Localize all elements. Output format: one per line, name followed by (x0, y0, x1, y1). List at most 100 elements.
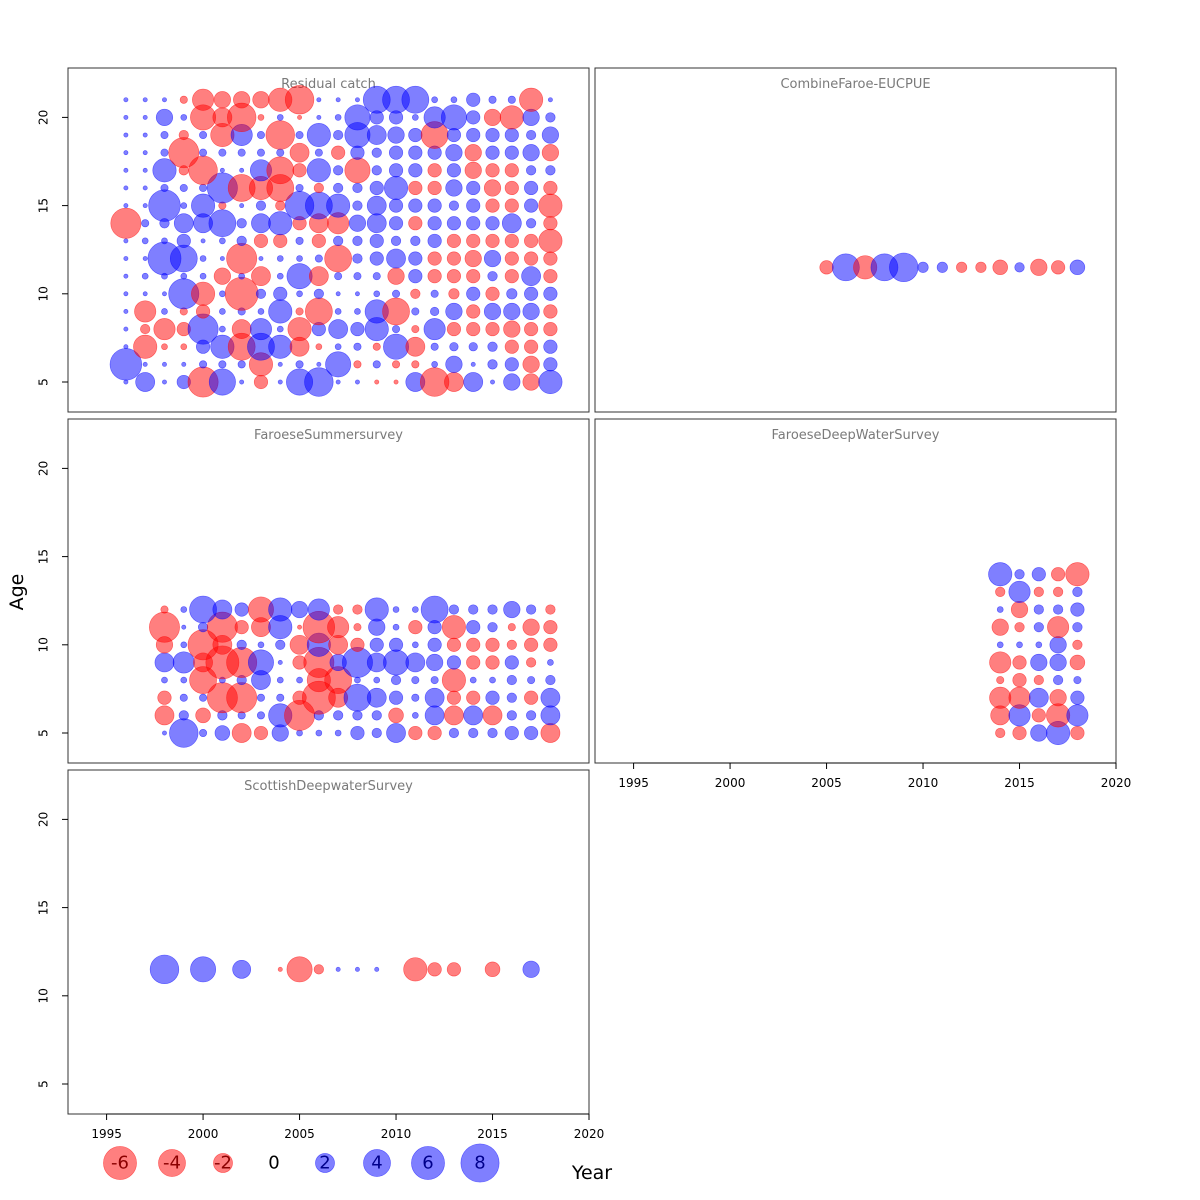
bubble-point (369, 251, 384, 266)
bubble-point (180, 114, 188, 121)
bubble-point (176, 233, 191, 248)
legend-bubble (213, 1153, 233, 1173)
bubble-point (466, 198, 481, 213)
bubble-point (989, 686, 1012, 709)
bubble-point (1051, 260, 1066, 275)
bubble-point (487, 359, 498, 370)
bubble-point (393, 379, 399, 385)
bubble-point (311, 233, 326, 248)
bubble-point (162, 97, 167, 103)
bubble-point (540, 687, 561, 708)
bubble-point (499, 105, 524, 130)
bubble-point (446, 251, 461, 266)
bubble-point (180, 641, 188, 649)
panel-title: CombineFaroe-EUCPUE (780, 77, 930, 92)
bubble-point (466, 620, 481, 635)
bubble-point (1053, 604, 1064, 615)
bubble-point (522, 355, 540, 373)
bubble-point (366, 213, 387, 234)
bubble-point (350, 725, 365, 741)
panel-4: ScottishDeepwaterSurvey 5 10 15 20 1995 2000 20… (37, 769, 604, 1141)
bubble-point (275, 639, 286, 650)
bubble-point (996, 641, 1004, 649)
bubble-point (441, 668, 466, 693)
bubble-point (543, 620, 558, 635)
bubble-point (988, 562, 1013, 587)
x-tick-label: 2000 (715, 776, 746, 790)
bubble-point (1053, 586, 1064, 597)
bubble-point (464, 161, 482, 179)
panel-title: ScottishDeepwaterSurvey (244, 779, 413, 794)
bubble-point (504, 655, 519, 670)
bubble-point (521, 266, 541, 287)
bubble-point (388, 690, 404, 705)
bubble-point (213, 267, 231, 285)
bubble-point (232, 959, 252, 979)
bubble-point (295, 307, 304, 316)
bubble-point (219, 256, 225, 261)
y-tick-label: 20 (37, 110, 51, 125)
bubble-point (266, 156, 295, 185)
y-tick-label: 10 (37, 988, 51, 1003)
bubble-point (503, 302, 521, 321)
bubble-point (424, 705, 445, 726)
bubble-point (208, 209, 237, 238)
bubble-point (354, 676, 361, 684)
bubble-point (276, 676, 284, 684)
bubble-point (490, 379, 495, 385)
legend-bubble (103, 1146, 137, 1180)
bubble-point (408, 620, 423, 635)
bubble-point (234, 620, 249, 635)
y-tick-label: 10 (37, 286, 51, 301)
bubble-point (501, 213, 522, 234)
bubble-point (448, 200, 460, 211)
bubble-point (333, 710, 344, 721)
x-axis: 1995 2000 2005 2010 2015 2020 (618, 762, 1132, 790)
bubble-point (123, 273, 129, 279)
bubble-point (524, 322, 539, 337)
bubble-point (277, 660, 283, 665)
bubble-point (487, 271, 498, 282)
bubble-point (314, 148, 323, 157)
bubble-point (485, 322, 500, 337)
bubble-point (1012, 725, 1027, 741)
bubble-point (178, 129, 189, 141)
bubble-point (297, 624, 302, 630)
bubble-point (179, 183, 188, 192)
bubble-point (191, 281, 216, 306)
bubble-point (316, 361, 322, 367)
bubble-point (153, 318, 176, 341)
bubble-point (543, 322, 558, 337)
bubble-point (541, 144, 559, 162)
bubble-point (257, 641, 265, 649)
bubble-point (160, 183, 169, 192)
bubble-point (1033, 586, 1044, 597)
x-tick-label: 2020 (1101, 776, 1132, 790)
bubble-point (1069, 654, 1086, 671)
bubble-point (956, 261, 968, 273)
bubble-point (219, 237, 226, 245)
bubble-point (1051, 567, 1066, 582)
bubble-point (306, 158, 331, 183)
bubble-point (1072, 586, 1083, 597)
bubble-point (411, 325, 420, 334)
bubble-point (526, 710, 537, 721)
bubble-point (334, 729, 342, 737)
bubble-point (237, 148, 246, 157)
bubble-point (545, 604, 556, 615)
y-axis-title: Age (6, 574, 28, 611)
panel-frame (67, 769, 590, 1115)
bubble-point (181, 624, 187, 630)
bubble-point (231, 723, 252, 743)
bubble-point (543, 357, 558, 372)
bubble-point (371, 710, 382, 721)
bubble-point (1016, 641, 1023, 649)
bubble-point (142, 291, 148, 297)
bubble-point (504, 251, 519, 266)
y-tick-label: 10 (37, 637, 51, 652)
bubble-point (507, 95, 516, 104)
bubble-point (249, 318, 272, 341)
bubble-point (426, 653, 444, 672)
bubble-point (295, 131, 304, 140)
